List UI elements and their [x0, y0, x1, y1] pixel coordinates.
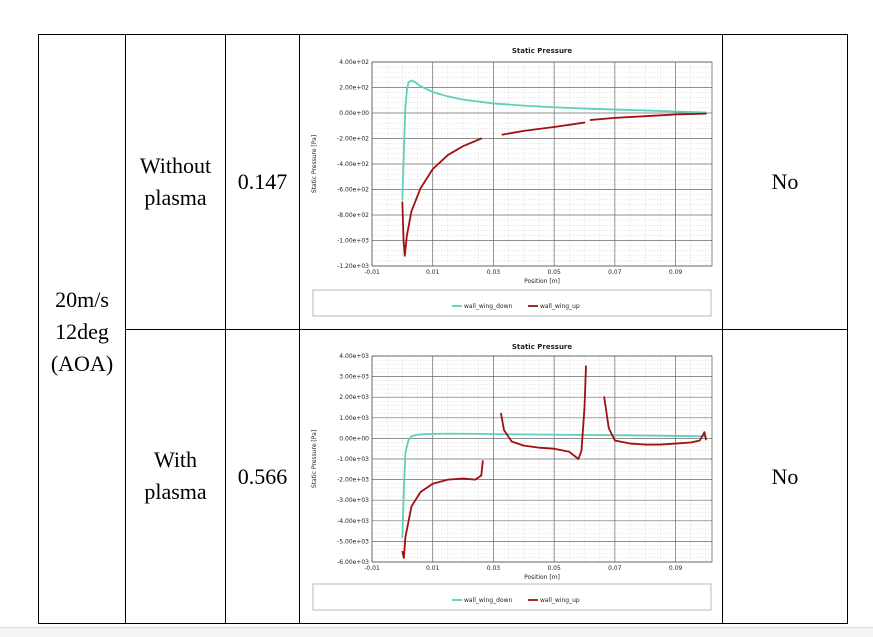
series-line-wall-wing-up: [401, 460, 484, 559]
y-tick-label: -3.00e+03: [337, 497, 369, 504]
legend-label: wall_wing_up: [540, 303, 580, 310]
x-tick-label: 0.05: [547, 269, 561, 276]
legend-label: wall_wing_down: [464, 303, 512, 310]
condition-cell: 20m/s 12deg (AOA): [39, 284, 125, 380]
y-tick-label: -1.00e+03: [337, 238, 369, 245]
y-tick-label: 0.00e+00: [339, 435, 369, 442]
value-cell-row1: 0.147: [237, 169, 288, 194]
series-line-wall-wing-up: [401, 137, 483, 257]
value-cell-row2: 0.566: [237, 464, 288, 489]
x-tick-label: 0.01: [426, 565, 440, 572]
y-tick-label: 2.00e+03: [339, 394, 369, 401]
legend-box: [312, 289, 712, 317]
legend-label: wall_wing_down: [464, 597, 512, 604]
results-table: 20m/s 12deg (AOA) Without plasma 0.147 N…: [38, 34, 848, 624]
case-label-line1: Without: [139, 153, 212, 178]
static-pressure-chart-without-plasma: Static Pressure 4.00e+02 2.00e+02 0.00e+00 -…: [311, 47, 713, 317]
x-axis-label: Position [m]: [524, 574, 560, 581]
x-tick-label: 0.07: [608, 269, 622, 276]
case-label-line2: plasma: [144, 479, 207, 504]
x-tick-label: -0.01: [364, 269, 380, 276]
y-tick-label: 0.00e+00: [339, 110, 369, 117]
x-tick-label: 0.03: [487, 269, 501, 276]
static-pressure-chart-with-plasma: Static Pressure 4.00e+03 3.00e+03 2.00e+03 1…: [311, 343, 713, 611]
table-border-bottom: [38, 623, 848, 624]
series-line-wall-wing-down: [401, 432, 707, 539]
y-tick-label: -1.20e+03: [337, 263, 369, 270]
x-tick-label: -0.01: [364, 565, 380, 572]
y-tick-label: 2.00e+02: [339, 85, 369, 92]
y-tick-label: -2.00e+03: [337, 477, 369, 484]
condition-angle: 12deg: [55, 319, 109, 344]
x-tick-label: 0.09: [669, 269, 683, 276]
case-cell-without-plasma: Without plasma: [126, 150, 225, 214]
y-tick-label: -4.00e+03: [337, 518, 369, 525]
result-cell-row2: No: [771, 464, 799, 489]
series-line-wall-wing-up: [500, 365, 587, 460]
plot-frame: [371, 61, 713, 267]
y-tick-label: -1.00e+03: [337, 456, 369, 463]
series-line-wall-wing-up: [603, 396, 707, 446]
row-divider: [125, 329, 848, 330]
table-border-left: [38, 34, 39, 624]
case-label-line2: plasma: [144, 185, 207, 210]
legend-box: [312, 583, 712, 611]
y-tick-label: -6.00e+03: [337, 559, 369, 566]
table-border-top: [38, 34, 848, 35]
y-tick-label: -8.00e+02: [337, 212, 369, 219]
x-tick-label: 0.07: [608, 565, 622, 572]
y-tick-label: -4.00e+02: [337, 161, 369, 168]
x-tick-label: 0.01: [426, 269, 440, 276]
x-tick-label: 0.03: [487, 565, 501, 572]
x-axis-label: Position [m]: [524, 278, 560, 285]
y-tick-label: 4.00e+03: [339, 353, 369, 360]
y-tick-label: 1.00e+03: [339, 415, 369, 422]
y-axis-label: Static Pressure [Pa]: [311, 135, 318, 193]
window-bottom-edge: [0, 627, 873, 637]
chart-title: Static Pressure: [512, 47, 573, 55]
x-tick-label: 0.05: [547, 565, 561, 572]
condition-aoa: (AOA): [50, 351, 114, 376]
y-tick-label: -2.00e+02: [337, 136, 369, 143]
y-tick-label: -5.00e+03: [337, 538, 369, 545]
y-axis-label: Static Pressure [Pa]: [311, 430, 318, 488]
case-cell-with-plasma: With plasma: [126, 444, 225, 508]
x-tick-label: 0.09: [669, 565, 683, 572]
plot-frame: [371, 355, 713, 563]
series-line-wall-wing-up: [501, 121, 586, 136]
y-tick-label: -6.00e+02: [337, 187, 369, 194]
series-line-wall-wing-down: [401, 79, 707, 201]
case-label-line1: With: [153, 447, 198, 472]
y-tick-label: 3.00e+03: [339, 374, 369, 381]
y-tick-label: 4.00e+02: [339, 59, 369, 66]
result-cell-row1: No: [771, 169, 799, 194]
chart-title: Static Pressure: [512, 343, 573, 351]
legend-label: wall_wing_up: [540, 597, 580, 604]
condition-speed: 20m/s: [55, 287, 109, 312]
series-line-wall-wing-up: [589, 112, 707, 121]
